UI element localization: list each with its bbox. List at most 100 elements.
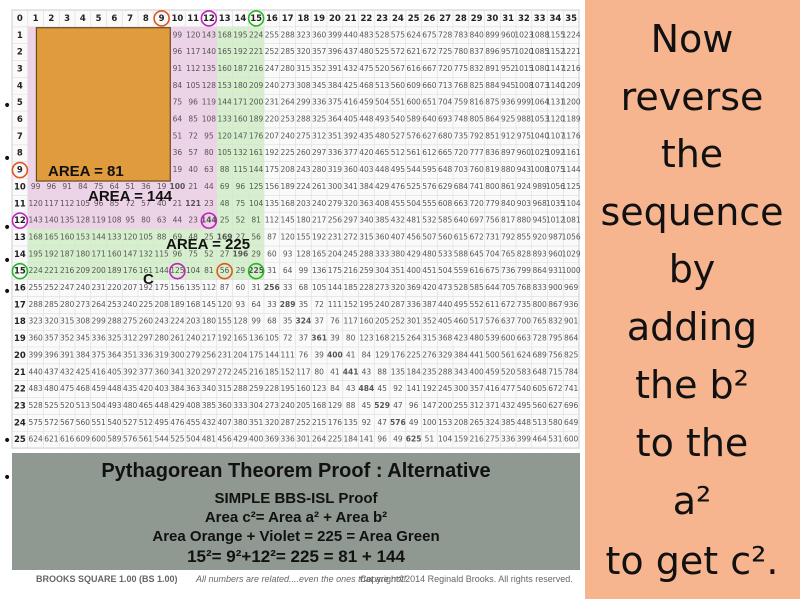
grid-number: 289 <box>280 300 296 309</box>
grid-number: 235 <box>422 367 437 376</box>
grid-number: 111 <box>328 300 343 309</box>
column-header: 16 <box>266 14 278 24</box>
grid-number: 85 <box>188 115 198 124</box>
side-line: reverse <box>621 75 764 119</box>
grid-number: 779 <box>485 199 500 208</box>
grid-number: 1125 <box>562 182 581 191</box>
grid-number: 180 <box>202 317 217 326</box>
grid-number: 1216 <box>562 64 581 73</box>
grid-number: 648 <box>438 165 453 174</box>
grid-number: 29 <box>251 249 261 258</box>
grid-number: 185 <box>265 367 280 376</box>
grid-number: 52 <box>236 216 246 225</box>
grid-number: 432 <box>202 418 217 427</box>
grid-number: 225 <box>139 300 154 309</box>
grid-number: 435 <box>123 384 138 393</box>
grid-number: 96 <box>188 98 198 107</box>
proof-line: Area c²= Area a² + Area b² <box>205 509 387 526</box>
grid-number: 240 <box>265 81 280 90</box>
grid-number: 168 <box>280 199 295 208</box>
grid-number: 255 <box>454 401 469 410</box>
grid-number: 192 <box>139 283 154 292</box>
grid-number: 576 <box>390 418 406 427</box>
grid-number: 104 <box>186 266 201 275</box>
grid-number: 1008 <box>514 81 533 90</box>
grid-number: 195 <box>359 300 374 309</box>
grid-number: 432 <box>60 367 75 376</box>
grid-number: 377 <box>139 367 154 376</box>
grid-number: 627 <box>422 131 437 140</box>
grid-number: 329 <box>438 350 453 359</box>
grid-number: 583 <box>517 367 532 376</box>
grid-number: 551 <box>391 98 406 107</box>
grid-number: 228 <box>359 283 374 292</box>
grid-number: 204 <box>328 249 343 258</box>
grid-number: 91 <box>173 64 183 73</box>
grid-number: 132 <box>139 249 154 258</box>
grid-number: 308 <box>296 81 311 90</box>
grid-number: 288 <box>438 367 453 376</box>
grid-number: 320 <box>186 367 201 376</box>
grid-number: 47 <box>377 418 387 427</box>
column-header: 22 <box>360 14 372 24</box>
grid-number: 224 <box>28 266 43 275</box>
grid-number: 68 <box>267 317 277 326</box>
grid-number: 663 <box>517 334 532 343</box>
grid-number: 861 <box>501 182 516 191</box>
grid-number: 437 <box>343 47 358 56</box>
grid-number: 76 <box>299 350 309 359</box>
grid-number: 675 <box>485 266 500 275</box>
grid-number: 408 <box>375 199 390 208</box>
row-header: 13 <box>14 233 26 243</box>
grid-number: 285 <box>44 300 59 309</box>
grid-number: 112 <box>202 283 217 292</box>
row-header: 3 <box>17 64 23 74</box>
grid-number: 216 <box>343 266 358 275</box>
grid-number: 81 <box>204 266 214 275</box>
grid-number: 125 <box>170 266 185 275</box>
grid-number: 336 <box>406 300 421 309</box>
grid-number: 429 <box>233 435 248 444</box>
grid-number: 504 <box>375 98 390 107</box>
grid-number: 153 <box>217 81 232 90</box>
grid-number: 945 <box>532 216 547 225</box>
grid-number: 1140 <box>546 81 565 90</box>
grid-number: 649 <box>564 418 579 427</box>
grid-number: 384 <box>76 350 91 359</box>
grid-number: 153 <box>438 418 453 427</box>
grid-number: 816 <box>469 98 484 107</box>
side-panel <box>585 0 800 599</box>
grid-number: 912 <box>501 131 516 140</box>
grid-number: 252 <box>265 47 280 56</box>
grid-number: 264 <box>406 334 421 343</box>
grid-number: 256 <box>202 350 217 359</box>
grid-number: 795 <box>548 334 563 343</box>
grid-number: 325 <box>107 334 122 343</box>
grid-number: 960 <box>501 30 516 39</box>
grid-number: 756 <box>485 216 500 225</box>
grid-number: 945 <box>501 81 516 90</box>
column-header: 19 <box>313 14 325 24</box>
grid-number: 23 <box>204 199 214 208</box>
grid-number: 168 <box>375 334 390 343</box>
grid-number: 600 <box>564 435 579 444</box>
grid-number: 288 <box>296 115 311 124</box>
row-header: 10 <box>14 182 26 192</box>
grid-number: 675 <box>422 30 437 39</box>
grid-number: 275 <box>123 317 138 326</box>
grid-number: 336 <box>312 98 327 107</box>
grid-number: 128 <box>233 317 248 326</box>
grid-number: 351 <box>328 131 343 140</box>
grid-number: 425 <box>76 367 91 376</box>
grid-number: 240 <box>123 300 138 309</box>
grid-number: 836 <box>485 148 500 157</box>
grid-number: 589 <box>406 115 421 124</box>
grid-number: 99 <box>299 266 309 275</box>
grid-number: 253 <box>280 115 295 124</box>
grid-number: 432 <box>391 216 406 225</box>
grid-number: 840 <box>501 199 516 208</box>
grid-number: 392 <box>343 131 358 140</box>
grid-number: 189 <box>170 300 185 309</box>
grid-number: 144 <box>91 232 106 241</box>
side-line: a² <box>673 479 712 523</box>
